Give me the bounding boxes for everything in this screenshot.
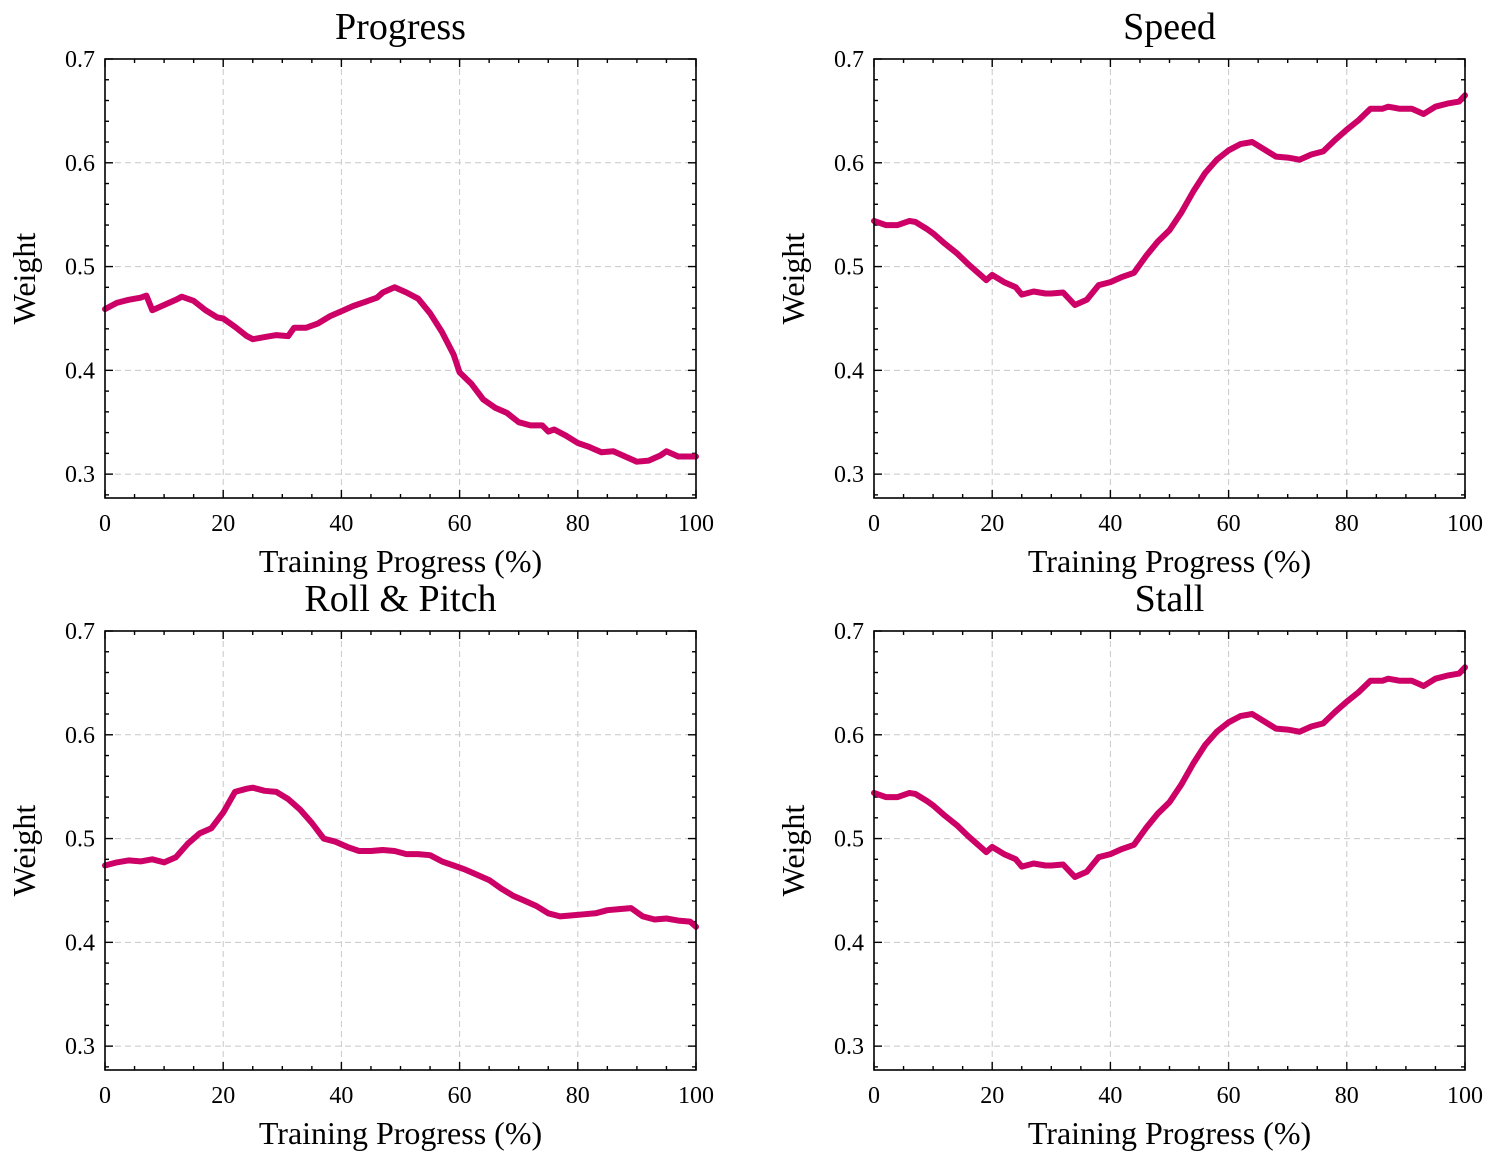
x-axis-label: Training Progress (%) — [1028, 543, 1311, 579]
y-axis-label: Weight — [6, 233, 42, 325]
series-line — [102, 784, 699, 930]
chart-panel-2: 0 20 40 60 80 100 0.3 0.4 0.5 0.6 0.7 Speed Training… — [775, 6, 1483, 579]
x-axis-label: Training Progress (%) — [259, 543, 542, 579]
series-line — [871, 664, 1468, 880]
series-line — [871, 92, 1468, 308]
x-tick-label: 20 — [211, 1083, 235, 1109]
x-tick-label: 60 — [1217, 1083, 1241, 1109]
chart-title: Speed — [1123, 6, 1216, 48]
chart-title: Stall — [1135, 578, 1205, 620]
chart-panel-3: 0 20 40 60 80 100 0.3 0.4 0.5 0.6 0.7 Roll & Pitch T… — [6, 578, 714, 1151]
series-line — [102, 284, 699, 465]
chart-panel-1: 0 20 40 60 80 100 0.3 0.4 0.5 0.6 0.7 Progress Train… — [6, 6, 714, 579]
x-tick-label: 40 — [1098, 511, 1122, 537]
y-tick-label: 0.4 — [834, 930, 864, 956]
x-axis-label: Training Progress (%) — [259, 1115, 542, 1151]
x-tick-label: 80 — [1335, 511, 1359, 537]
y-tick-label: 0.3 — [834, 462, 864, 488]
y-tick-label: 0.4 — [65, 930, 95, 956]
y-tick-label: 0.5 — [834, 827, 864, 853]
plot-frame — [873, 58, 1466, 499]
x-tick-label: 0 — [99, 1083, 111, 1109]
x-tick-label: 20 — [980, 1083, 1004, 1109]
y-tick-label: 0.4 — [65, 358, 95, 384]
x-tick-label: 100 — [1447, 1083, 1483, 1109]
y-tick-label: 0.6 — [65, 151, 95, 177]
x-tick-label: 20 — [211, 511, 235, 537]
x-tick-label: 0 — [868, 1083, 880, 1109]
y-tick-label: 0.3 — [834, 1034, 864, 1060]
y-axis-label: Weight — [775, 233, 811, 325]
plot-frame — [873, 630, 1466, 1071]
y-tick-label: 0.6 — [65, 723, 95, 749]
y-axis-label: Weight — [6, 805, 42, 897]
x-tick-label: 60 — [448, 511, 472, 537]
y-tick-label: 0.7 — [65, 47, 95, 73]
y-tick-label: 0.7 — [834, 619, 864, 645]
x-tick-label: 0 — [99, 511, 111, 537]
x-tick-label: 60 — [448, 1083, 472, 1109]
x-tick-label: 80 — [566, 1083, 590, 1109]
x-tick-label: 60 — [1217, 511, 1241, 537]
y-tick-label: 0.5 — [65, 255, 95, 281]
chart-panel-4: 0 20 40 60 80 100 0.3 0.4 0.5 0.6 0.7 Stall Training… — [775, 578, 1483, 1151]
x-tick-label: 0 — [868, 511, 880, 537]
y-tick-label: 0.5 — [834, 255, 864, 281]
x-axis-label: Training Progress (%) — [1028, 1115, 1311, 1151]
chart-title: Roll & Pitch — [304, 578, 496, 620]
y-axis-label: Weight — [775, 805, 811, 897]
x-tick-label: 40 — [1098, 1083, 1122, 1109]
y-tick-label: 0.5 — [65, 827, 95, 853]
y-tick-label: 0.4 — [834, 358, 864, 384]
plot-frame — [104, 58, 697, 499]
x-tick-label: 100 — [678, 511, 714, 537]
y-tick-label: 0.3 — [65, 1034, 95, 1060]
y-tick-label: 0.3 — [65, 462, 95, 488]
x-tick-label: 100 — [678, 1083, 714, 1109]
y-tick-label: 0.6 — [834, 151, 864, 177]
y-tick-label: 0.6 — [834, 723, 864, 749]
x-tick-label: 40 — [329, 1083, 353, 1109]
x-tick-label: 40 — [329, 511, 353, 537]
x-tick-label: 80 — [566, 511, 590, 537]
y-tick-label: 0.7 — [65, 619, 95, 645]
x-tick-label: 100 — [1447, 511, 1483, 537]
x-tick-label: 80 — [1335, 1083, 1359, 1109]
chart-title: Progress — [335, 6, 466, 48]
plot-frame — [104, 630, 697, 1071]
x-tick-label: 20 — [980, 511, 1004, 537]
y-tick-label: 0.7 — [834, 47, 864, 73]
